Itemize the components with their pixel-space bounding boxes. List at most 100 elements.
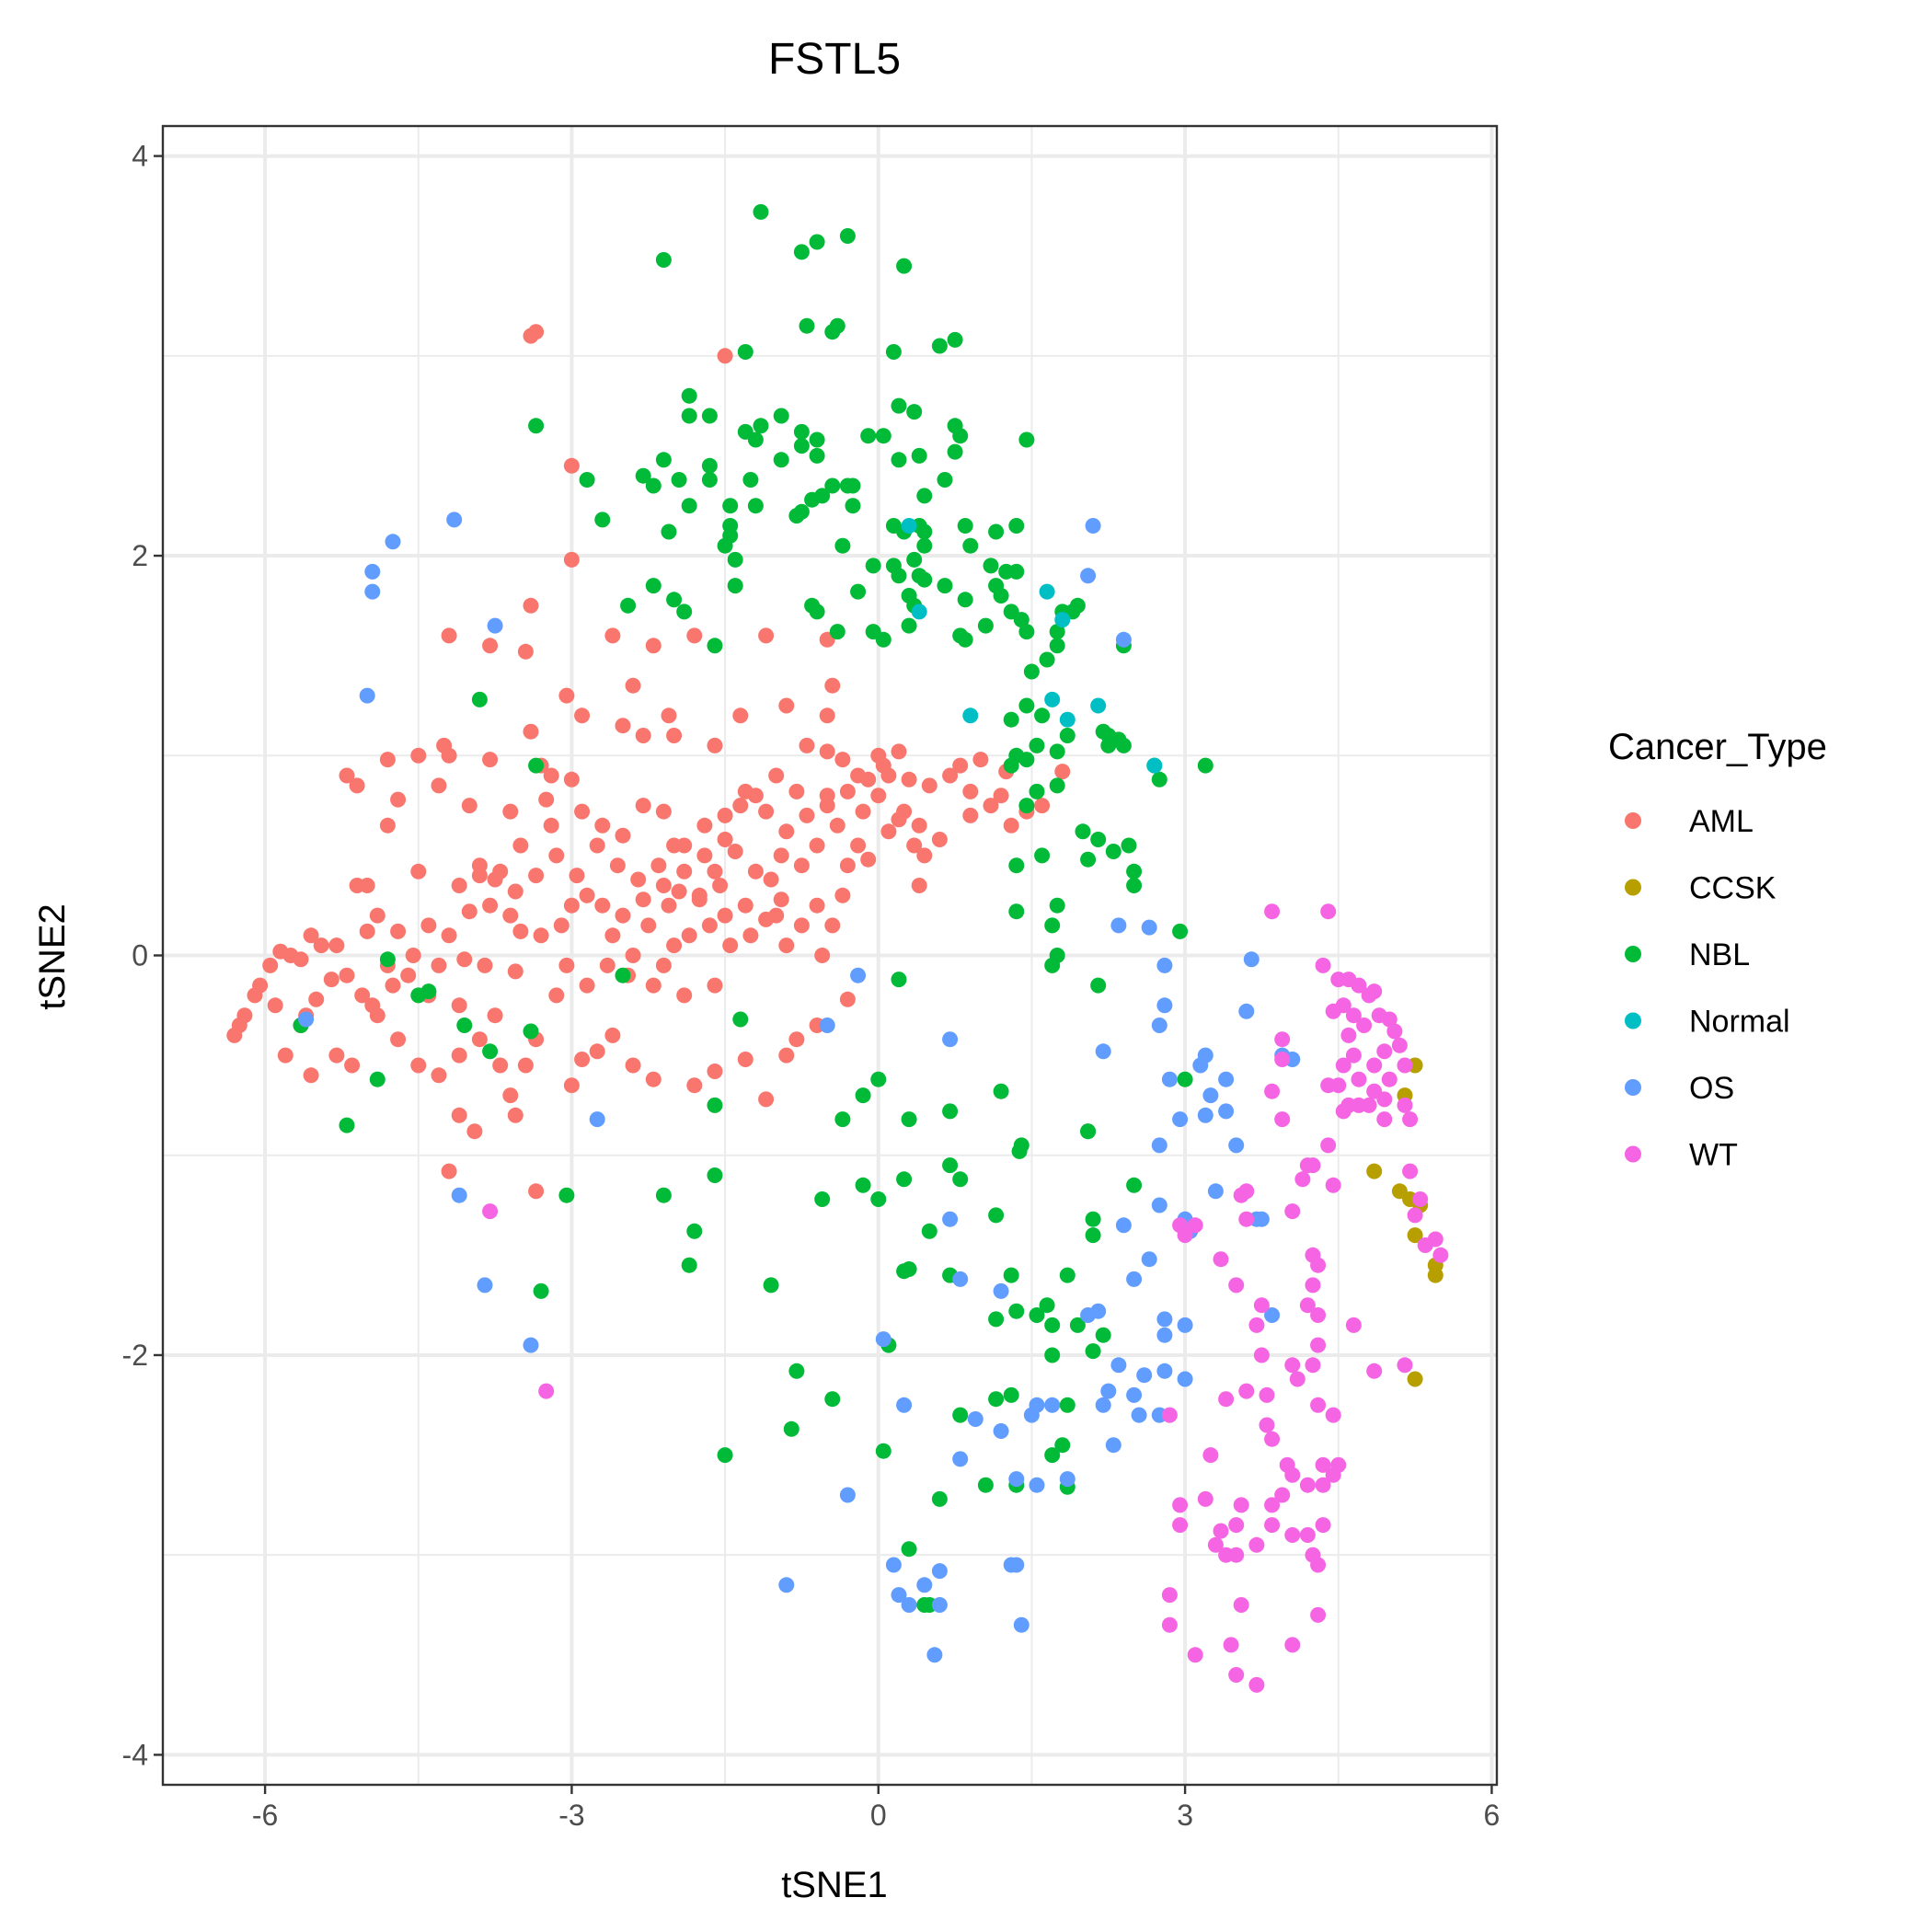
data-point	[1310, 1397, 1327, 1413]
data-point	[1407, 1207, 1423, 1224]
data-point	[788, 1363, 805, 1379]
data-point	[778, 1577, 795, 1593]
data-point	[456, 951, 473, 968]
data-point	[666, 728, 683, 743]
data-point	[952, 627, 969, 644]
data-point	[528, 324, 545, 340]
data-point	[676, 863, 693, 880]
data-point	[661, 897, 677, 914]
data-point	[855, 1177, 871, 1193]
data-point	[1187, 1647, 1203, 1663]
data-point	[339, 967, 355, 983]
data-point	[1325, 1003, 1341, 1019]
data-point	[983, 558, 999, 574]
data-point	[1156, 957, 1173, 973]
data-point	[1310, 1307, 1327, 1323]
data-point	[1284, 1357, 1301, 1374]
data-point	[1115, 737, 1132, 753]
data-point	[1202, 1447, 1219, 1464]
data-point	[1228, 1137, 1245, 1154]
data-point	[604, 627, 621, 644]
data-point	[1407, 1371, 1423, 1387]
data-point	[1407, 1227, 1423, 1244]
data-point	[809, 234, 825, 250]
data-point	[1018, 431, 1035, 448]
data-point	[655, 803, 672, 820]
data-point	[896, 1397, 913, 1413]
data-point	[1095, 1043, 1111, 1060]
legend-label-os: OS	[1689, 1071, 1734, 1106]
data-point	[512, 837, 529, 854]
data-point	[1330, 1456, 1347, 1473]
data-point	[308, 991, 325, 1007]
data-point	[385, 534, 401, 550]
data-point	[768, 907, 785, 924]
data-point	[696, 847, 713, 864]
data-point	[1197, 1047, 1213, 1064]
data-point	[1054, 764, 1071, 780]
legend-key-aml	[1625, 812, 1641, 829]
data-point	[563, 771, 580, 788]
data-point	[824, 677, 841, 694]
data-point	[732, 707, 749, 724]
data-point	[405, 948, 421, 963]
y-tick-label: -4	[122, 1738, 148, 1771]
series-wt	[482, 903, 1449, 1693]
data-point	[773, 847, 789, 864]
data-point	[701, 917, 718, 934]
data-point	[482, 1043, 499, 1060]
data-point	[988, 523, 1005, 540]
data-point	[645, 477, 661, 494]
data-point	[707, 737, 723, 753]
data-point	[671, 472, 687, 488]
data-point	[1356, 1018, 1373, 1033]
data-point	[231, 1018, 247, 1033]
data-point	[625, 677, 641, 694]
data-point	[1044, 1447, 1061, 1464]
data-point	[247, 987, 263, 1004]
x-tick-label: 0	[870, 1799, 887, 1832]
data-point	[1402, 1111, 1419, 1128]
data-point	[1284, 1466, 1301, 1483]
data-point	[1023, 663, 1040, 680]
data-point	[313, 937, 329, 954]
data-point	[1090, 977, 1107, 994]
data-point	[1366, 1363, 1383, 1379]
data-point	[410, 747, 427, 764]
data-point	[1228, 1667, 1245, 1683]
data-point	[1100, 1383, 1117, 1399]
data-point	[1126, 878, 1143, 893]
data-point	[1366, 1057, 1383, 1074]
data-point	[446, 512, 463, 528]
data-point	[1243, 951, 1259, 968]
data-point	[967, 1411, 983, 1427]
data-point	[471, 691, 488, 707]
data-point	[686, 1223, 703, 1239]
data-point	[696, 817, 713, 834]
data-point	[666, 937, 683, 954]
data-point	[931, 1490, 948, 1507]
data-point	[911, 604, 927, 620]
data-point	[1044, 691, 1061, 707]
data-point	[487, 871, 503, 888]
data-point	[1284, 1637, 1301, 1653]
data-point	[916, 1577, 933, 1593]
data-point	[1315, 957, 1331, 973]
data-point	[272, 943, 289, 960]
data-point	[875, 1331, 891, 1348]
data-point	[328, 1047, 345, 1064]
data-point	[1105, 844, 1121, 859]
data-point	[839, 991, 856, 1007]
data-point	[1156, 1311, 1173, 1328]
data-point	[880, 823, 897, 840]
data-point	[528, 1183, 545, 1200]
data-point	[1177, 1071, 1193, 1087]
legend-key-nbl	[1625, 946, 1641, 962]
data-point	[671, 883, 687, 900]
data-point	[451, 1187, 467, 1203]
data-point	[1115, 631, 1132, 648]
data-point	[783, 1420, 799, 1437]
data-point	[477, 957, 493, 973]
data-point	[1177, 1227, 1193, 1244]
data-point	[988, 1207, 1005, 1224]
